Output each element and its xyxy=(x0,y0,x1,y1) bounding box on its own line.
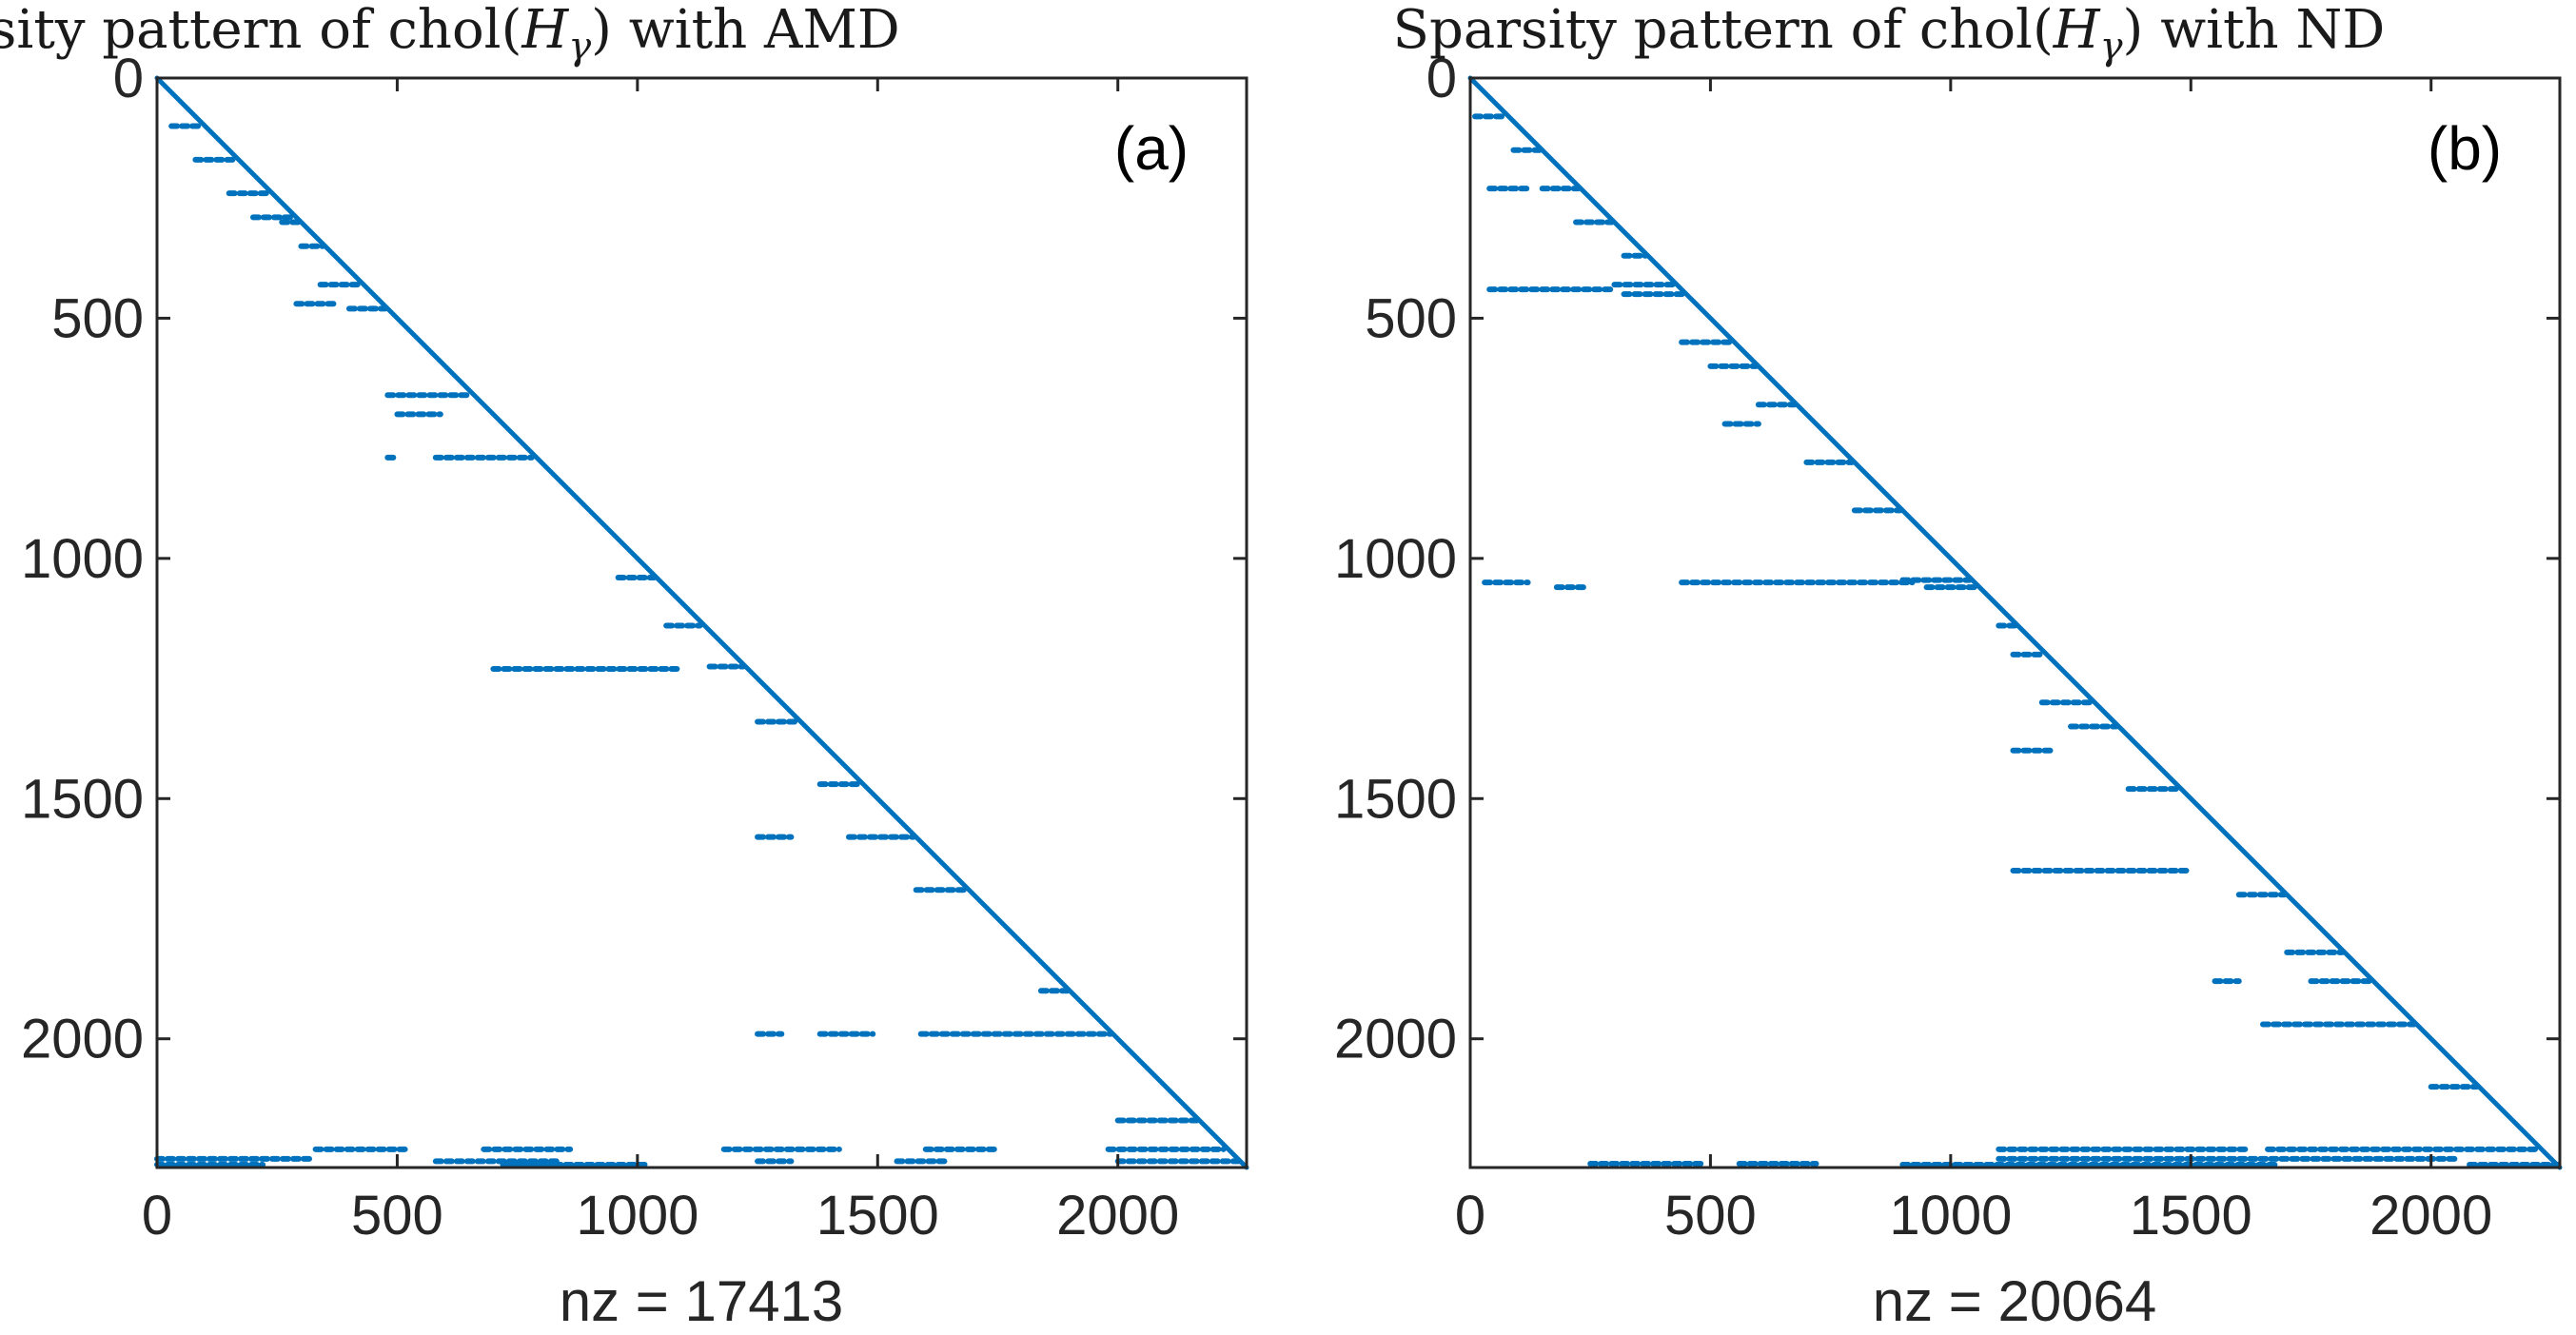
x-tick-label: 1000 xyxy=(576,1185,698,1247)
panel-label: (a) xyxy=(1114,114,1189,183)
title-variable: H xyxy=(2053,0,2101,61)
x-axis-label: nz = 20064 xyxy=(1873,1269,2157,1333)
panel-a: Sparsity pattern of chol(Hγ) with AMD 0 5… xyxy=(0,0,1249,1333)
axis-ticks: 0 500 1000 1500 2000 0 500 1000 1500 2000 xyxy=(1334,48,2560,1247)
title-suffix: ) with AMD xyxy=(591,0,900,61)
sparsity-marks xyxy=(154,75,1249,1170)
chart-title: Sparsity pattern of chol(Hγ) with AMD xyxy=(0,0,900,69)
axes-box xyxy=(1468,76,2562,1169)
y-tick-label: 1500 xyxy=(1334,768,1457,830)
title-prefix: Sparsity pattern of chol( xyxy=(0,0,521,61)
title-subscript: γ xyxy=(568,25,591,69)
y-tick-label: 2000 xyxy=(1334,1009,1457,1070)
x-tick-label: 0 xyxy=(1455,1185,1485,1247)
x-tick-label: 1500 xyxy=(2130,1185,2252,1247)
x-tick-label: 2000 xyxy=(1056,1185,1179,1247)
chart-title: Sparsity pattern of chol(Hγ) with ND xyxy=(1393,0,2386,69)
y-tick-label: 2000 xyxy=(21,1009,144,1070)
x-tick-label: 500 xyxy=(351,1185,443,1247)
title-subscript: γ xyxy=(2100,25,2123,69)
panel-label: (b) xyxy=(2428,114,2502,183)
x-tick-label: 1000 xyxy=(1889,1185,2012,1247)
x-tick-label: 1500 xyxy=(816,1185,939,1247)
axes-box xyxy=(155,76,1249,1169)
x-axis-label: nz = 17413 xyxy=(560,1269,844,1333)
x-tick-label: 500 xyxy=(1664,1185,1757,1247)
diagonal-nonzeros xyxy=(154,75,1249,1170)
y-tick-label: 1000 xyxy=(1334,528,1457,590)
title-prefix: Sparsity pattern of chol( xyxy=(1393,0,2054,61)
sparsity-marks xyxy=(1467,75,2563,1170)
y-tick-label: 0 xyxy=(113,48,144,109)
x-tick-label: 0 xyxy=(142,1185,172,1247)
y-tick-label: 0 xyxy=(1426,48,1457,109)
diagonal-nonzeros xyxy=(1467,75,2563,1170)
title-variable: H xyxy=(521,0,569,61)
x-tick-label: 2000 xyxy=(2370,1185,2492,1247)
axis-ticks: 0 500 1000 1500 2000 0 500 1000 1500 2000 xyxy=(21,48,1247,1247)
y-tick-label: 1500 xyxy=(21,768,144,830)
y-tick-label: 500 xyxy=(51,287,144,349)
panel-b: Sparsity pattern of chol(Hγ) with ND 0 50… xyxy=(1334,0,2563,1333)
title-suffix: ) with ND xyxy=(2123,0,2386,61)
y-tick-label: 1000 xyxy=(21,528,144,590)
y-tick-label: 500 xyxy=(1365,287,1457,349)
